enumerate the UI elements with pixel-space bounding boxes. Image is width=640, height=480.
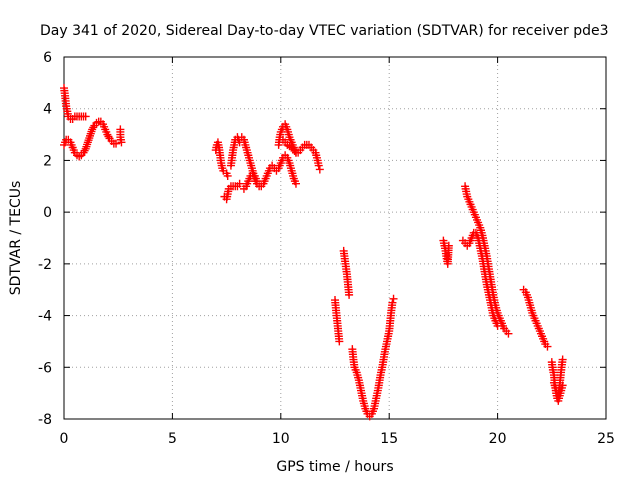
y-tick-label: 2 bbox=[43, 153, 52, 169]
data-point bbox=[345, 290, 354, 299]
data-point bbox=[558, 381, 567, 390]
data-point bbox=[117, 138, 126, 147]
data-point bbox=[493, 321, 502, 330]
x-tick-label: 25 bbox=[597, 431, 615, 447]
data-point bbox=[388, 298, 397, 307]
data-point bbox=[235, 179, 244, 188]
data-point bbox=[89, 123, 98, 132]
data-point bbox=[223, 171, 232, 180]
data-point bbox=[291, 148, 300, 157]
data-point bbox=[252, 177, 261, 186]
data-point bbox=[291, 179, 300, 188]
grid-lines bbox=[64, 57, 606, 419]
y-tick-labels: -8 -6 -4 -2 0 2 4 6 bbox=[38, 50, 52, 428]
x-tick-label: 5 bbox=[168, 431, 177, 447]
data-point bbox=[290, 146, 299, 155]
x-tick-label: 15 bbox=[380, 431, 398, 447]
plot-frame bbox=[63, 56, 607, 420]
x-tick-label: 0 bbox=[60, 431, 69, 447]
y-tick-label: 6 bbox=[43, 50, 52, 66]
x-tick-labels: 0 5 10 15 20 25 bbox=[60, 431, 615, 447]
data-point bbox=[504, 329, 513, 338]
y-tick-label: 4 bbox=[43, 102, 52, 118]
x-tick-label: 10 bbox=[272, 431, 290, 447]
data-point bbox=[543, 342, 552, 351]
data-point bbox=[81, 112, 90, 121]
y-tick-label: -8 bbox=[38, 412, 52, 428]
chart-title: Day 341 of 2020, Sidereal Day-to-day VTE… bbox=[40, 23, 609, 39]
data-point bbox=[104, 132, 113, 141]
x-axis-title: GPS time / hours bbox=[276, 459, 393, 475]
data-point bbox=[112, 139, 121, 148]
data-point bbox=[335, 337, 344, 346]
data-point bbox=[314, 161, 323, 170]
data-point bbox=[80, 146, 89, 155]
y-tick-label: 0 bbox=[43, 205, 52, 221]
y-tick-label: -4 bbox=[38, 309, 52, 325]
data-point bbox=[315, 165, 324, 174]
data-point bbox=[444, 241, 453, 250]
x-tick-label: 20 bbox=[489, 431, 507, 447]
y-tick-label: -2 bbox=[38, 257, 52, 273]
data-point bbox=[389, 294, 398, 303]
data-points bbox=[60, 84, 567, 421]
data-point bbox=[558, 355, 567, 364]
axis-ticks bbox=[63, 56, 607, 420]
y-axis-title: SDTVAR / TECUs bbox=[8, 181, 24, 296]
y-tick-label: -6 bbox=[38, 360, 52, 376]
